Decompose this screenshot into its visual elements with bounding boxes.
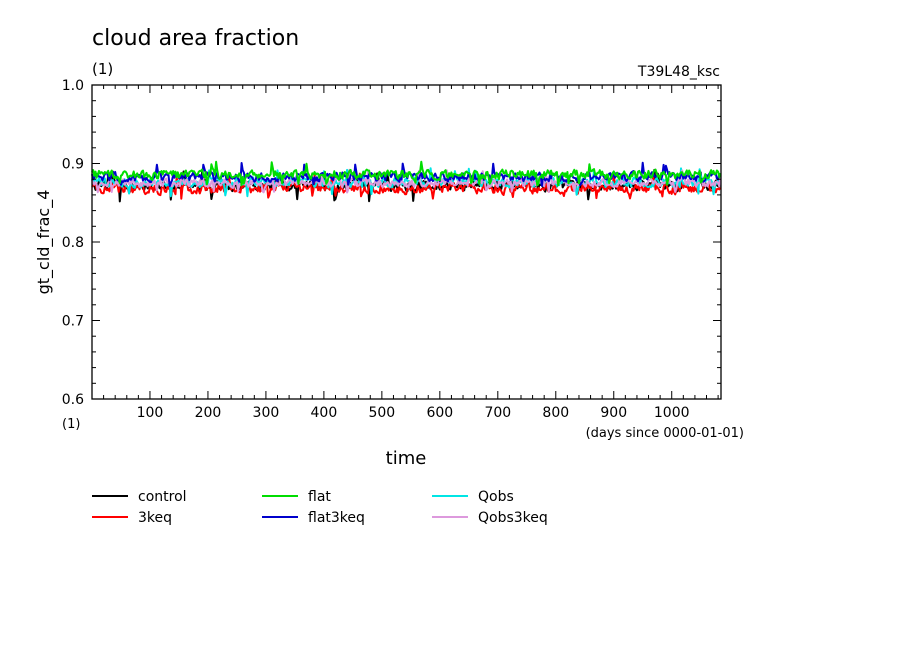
legend-item-qobs3keq: Qobs3keq bbox=[432, 510, 548, 526]
legend-item-control: control bbox=[92, 489, 187, 505]
legend-item-flat3keq: flat3keq bbox=[262, 510, 365, 526]
legend-item-flat: flat bbox=[262, 489, 331, 505]
x-tick-label: 800 bbox=[542, 405, 569, 421]
y-tick-label: 0.8 bbox=[62, 235, 84, 251]
legend-item-qobs: Qobs bbox=[432, 489, 514, 505]
legend-label: Qobs3keq bbox=[478, 510, 548, 526]
y-tick-label: 1.0 bbox=[62, 78, 84, 94]
x-tick-label: 400 bbox=[311, 405, 338, 421]
x-tick-label: 500 bbox=[368, 405, 395, 421]
title-unit: (1) bbox=[92, 60, 113, 78]
y-tick-label: 0.7 bbox=[62, 314, 84, 330]
axis-layer: 100 200 300 400 500 600 700 800 900 1000 0.6 0.7 0.8… bbox=[62, 78, 721, 421]
legend: control 3keq flat flat3keq Qobs Qobs3keq bbox=[92, 489, 548, 526]
x-tick-label: 900 bbox=[600, 405, 627, 421]
x-tick-label: 300 bbox=[253, 405, 280, 421]
y-unit-label: (1) bbox=[62, 417, 80, 432]
x-tick-label: 100 bbox=[137, 405, 164, 421]
series-line-qobs3keq bbox=[91, 168, 722, 194]
legend-label: Qobs bbox=[478, 489, 514, 505]
y-tick-label: 0.9 bbox=[62, 157, 84, 173]
x-axis-label: time bbox=[386, 448, 427, 469]
chart-title: cloud area fraction bbox=[92, 26, 299, 51]
series-layer bbox=[91, 160, 722, 203]
legend-label: flat3keq bbox=[308, 510, 365, 526]
legend-label: control bbox=[138, 489, 187, 505]
x-tick-label: 700 bbox=[484, 405, 511, 421]
plot-frame bbox=[91, 84, 722, 400]
run-label: T39L48_ksc bbox=[637, 64, 720, 80]
x-tick-label: 600 bbox=[426, 405, 453, 421]
y-axis-label: gt_cld_frac_4 bbox=[34, 190, 54, 295]
y-tick-label: 0.6 bbox=[62, 392, 84, 408]
x-units-label: (days since 0000-01-01) bbox=[586, 426, 744, 441]
legend-label: flat bbox=[308, 489, 331, 505]
legend-label: 3keq bbox=[138, 510, 172, 526]
series-line-flat bbox=[91, 160, 722, 187]
x-tick-label: 200 bbox=[195, 405, 222, 421]
x-tick-label: 1000 bbox=[654, 405, 690, 421]
legend-item-3keq: 3keq bbox=[92, 510, 172, 526]
